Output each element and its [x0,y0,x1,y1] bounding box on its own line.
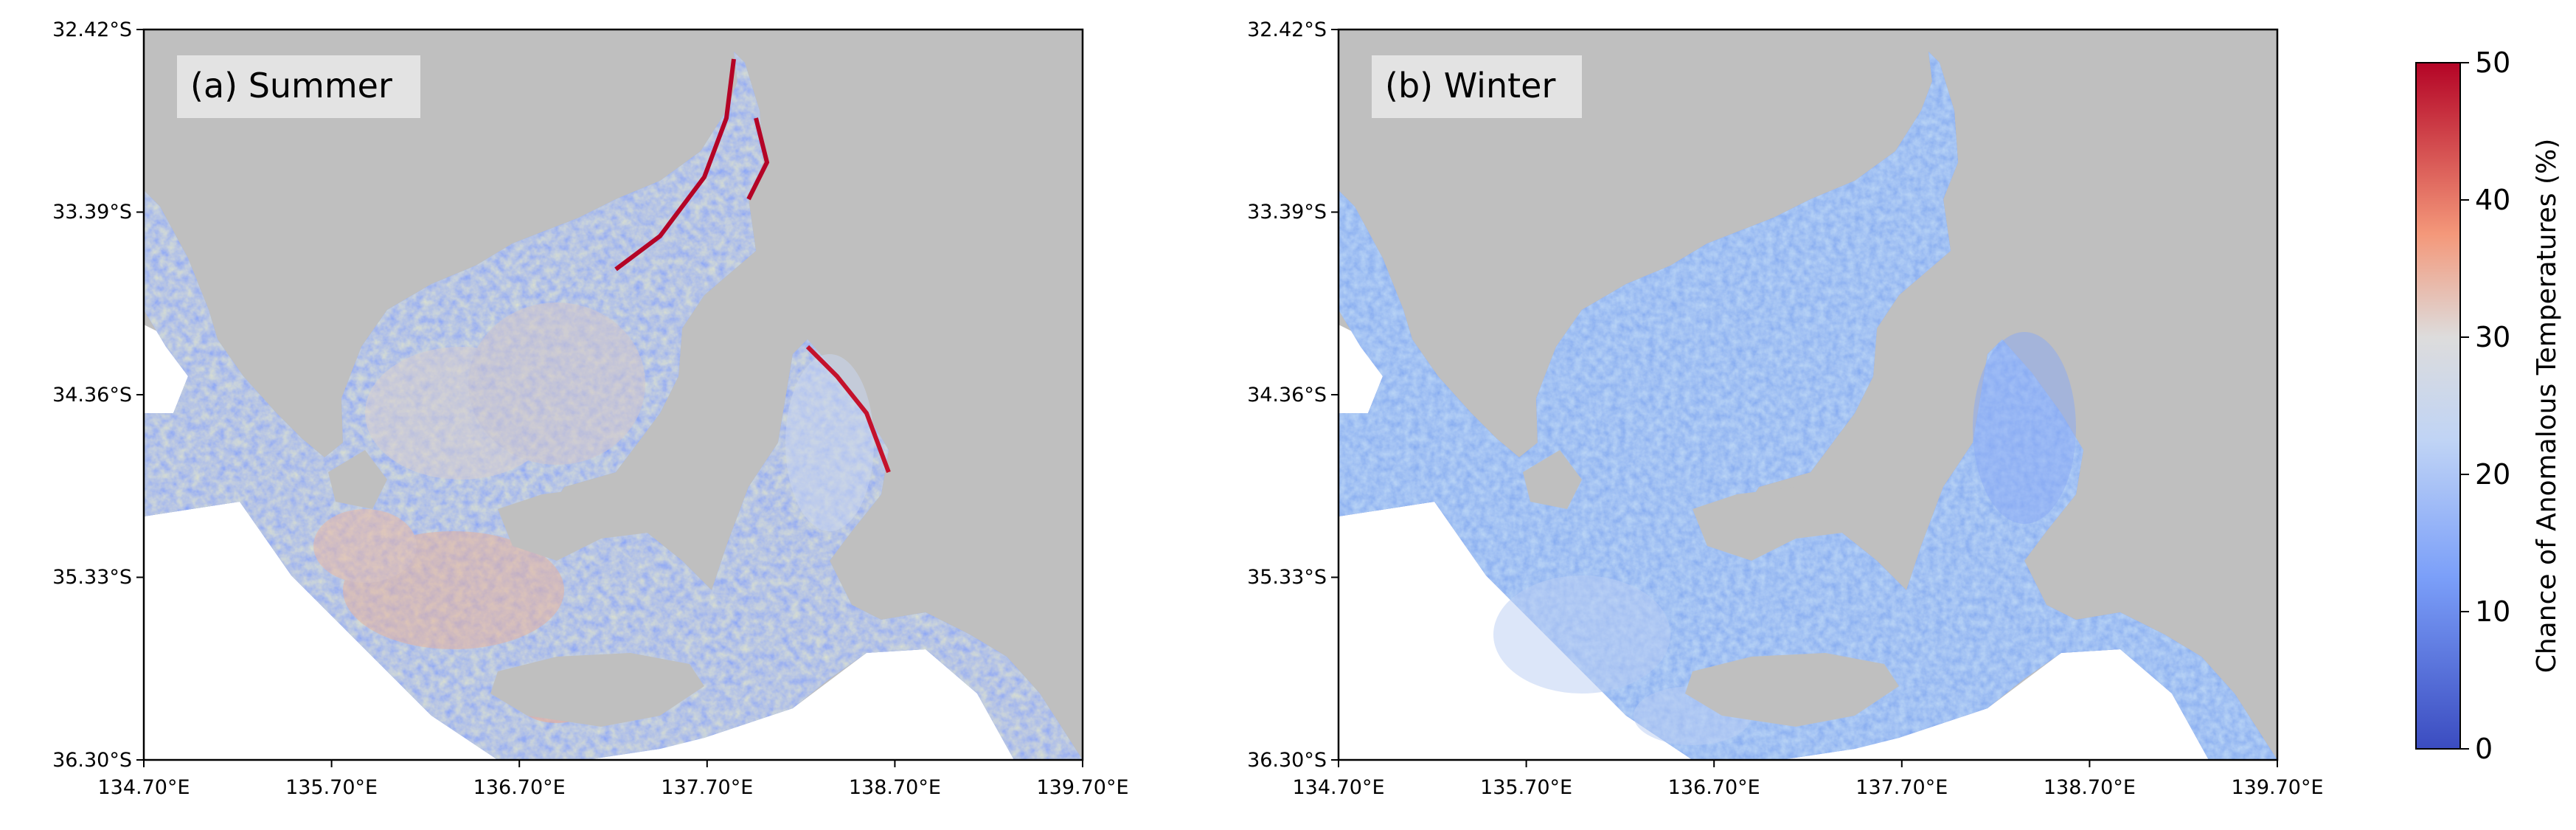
colorbar-tick-label: 0 [2475,733,2493,765]
x-tick-label: 138.70°E [2044,776,2136,799]
x-tick-label: 135.70°E [285,776,378,799]
x-axis: 134.70°E 135.70°E 136.70°E 137.70°E 138.… [97,760,1129,799]
colorbar-tick-label: 50 [2475,46,2510,79]
y-tick-label: 36.30°S [1247,749,1327,772]
y-tick-label: 33.39°S [1247,201,1327,224]
colorbar-label: Chance of Anomalous Temperatures (%) [2532,139,2562,674]
y-tick-label: 36.30°S [52,749,132,772]
no-data-region [1339,325,1383,413]
panel-label: (b) Winter [1385,66,1555,106]
x-tick-label: 136.70°E [1668,776,1760,799]
colorbar-ticks: 0 10 20 30 40 50 [2460,46,2510,765]
panel-label-box [177,55,420,118]
colorbar-gradient [2415,62,2461,750]
x-tick-label: 138.70°E [849,776,941,799]
hotspot-coast [614,58,736,272]
hotspot-coast [805,345,891,474]
x-axis: 134.70°E 135.70°E 136.70°E 137.70°E 138.… [1292,760,2324,799]
colorbar-tick-label: 30 [2475,321,2510,353]
y-axis: 32.42°S 33.39°S 34.36°S 35.33°S 36.30°S [1247,18,1339,772]
y-tick-label: 33.39°S [52,201,132,224]
y-tick-label: 32.42°S [1247,18,1327,41]
x-tick-label: 134.70°E [1292,776,1384,799]
no-data-region [144,325,188,413]
y-tick-label: 34.36°S [52,384,132,407]
no-data-region [586,649,1014,760]
no-data-region [144,502,498,760]
panel-summer: (a) Summer 32.42°S 33.39°S 34.36°S 35.33… [52,18,1128,799]
x-tick-label: 137.70°E [1855,776,1948,799]
x-tick-label: 139.70°E [1036,776,1128,799]
x-tick-label: 134.70°E [97,776,190,799]
colorbar: 0 10 20 30 40 50 Chance of Anomalous Tem… [2415,46,2562,765]
x-tick-label: 139.70°E [2231,776,2323,799]
panel-label: (a) Summer [190,66,392,106]
x-tick-label: 135.70°E [1480,776,1572,799]
y-tick-label: 34.36°S [1247,384,1327,407]
y-tick-label: 35.33°S [1247,566,1327,589]
colorbar-tick-label: 40 [2475,184,2510,216]
panel-label-box [1372,55,1582,118]
y-tick-label: 35.33°S [52,566,132,589]
colorbar-tick-label: 10 [2475,595,2510,628]
hotspot-coast [746,117,770,201]
x-tick-label: 136.70°E [473,776,566,799]
cool-patches [1493,332,2076,745]
y-axis: 32.42°S 33.39°S 34.36°S 35.33°S 36.30°S [52,18,144,772]
colorbar-tick-label: 20 [2475,458,2510,491]
panel-winter: (b) Winter 32.42°S 33.39°S 34.36°S 35.33… [1247,18,2323,799]
y-tick-label: 32.42°S [52,18,132,41]
no-data-region [1781,649,2209,760]
x-tick-label: 137.70°E [661,776,753,799]
